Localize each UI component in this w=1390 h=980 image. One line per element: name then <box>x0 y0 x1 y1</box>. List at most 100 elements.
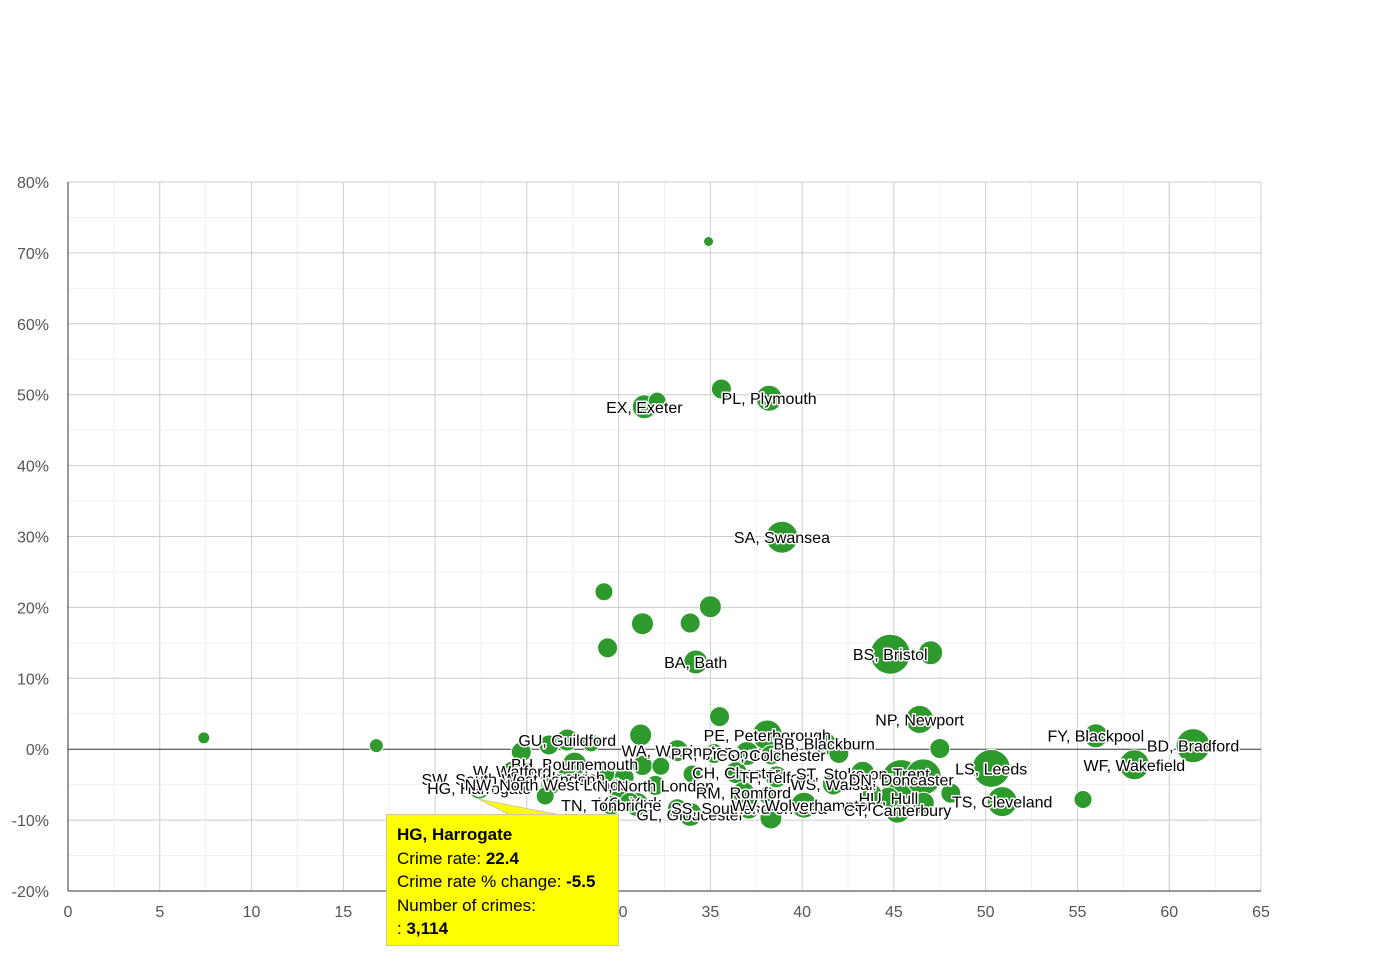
y-tick-label: 20% <box>17 600 49 617</box>
x-tick-label: 55 <box>1069 904 1087 921</box>
x-tick-label: 0 <box>64 904 73 921</box>
bubble-point[interactable] <box>1073 790 1093 810</box>
bubble-point[interactable] <box>971 748 1011 788</box>
point-label: TN, Tonbridge <box>561 798 661 815</box>
bubble-point[interactable] <box>940 782 962 804</box>
point-label: NP, Newport <box>875 712 964 729</box>
bubble-point[interactable] <box>597 637 619 659</box>
point-label: TS, Cleveland <box>952 795 1053 812</box>
y-tick-label: 60% <box>17 317 49 334</box>
bubble-point[interactable] <box>644 774 666 796</box>
bubble-point[interactable] <box>869 633 911 675</box>
bubble-point[interactable] <box>683 649 709 675</box>
point-label: NW, North West London <box>465 778 637 795</box>
bubble-point[interactable] <box>679 612 701 634</box>
bubble-point[interactable] <box>630 612 654 636</box>
bubble-point[interactable] <box>682 764 702 784</box>
bubble-point[interactable] <box>929 737 951 759</box>
point-label: BD, Bradford <box>1147 739 1239 756</box>
point-label: PE, Peterborough <box>704 728 831 745</box>
bubble-point[interactable] <box>471 780 487 796</box>
point-label: ST, Stoke-on-Trent <box>796 766 930 783</box>
bubble-point[interactable] <box>197 731 211 745</box>
y-tick-label: 80% <box>17 175 49 192</box>
x-tick-label: 15 <box>334 904 352 921</box>
x-tick-label: 35 <box>701 904 719 921</box>
point-label: CT, Canterbury <box>844 803 952 820</box>
bubble-point[interactable] <box>510 741 532 763</box>
bubble-point[interactable] <box>666 798 688 820</box>
point-label: TF, Telford <box>739 770 813 787</box>
bubble-point[interactable] <box>709 706 731 728</box>
bubble-point[interactable] <box>368 738 384 754</box>
x-tick-label: 65 <box>1252 904 1270 921</box>
bubble-point[interactable] <box>861 783 883 805</box>
bubble-point[interactable] <box>828 742 850 764</box>
point-label: SA, Swansea <box>734 530 830 547</box>
bubble-point[interactable] <box>710 378 732 400</box>
point-label: CH, Chester <box>692 766 781 783</box>
point-label: EX, Exeter <box>606 400 683 417</box>
point-label: CO, Colchester <box>716 748 826 765</box>
bubble-point[interactable] <box>698 595 722 619</box>
bubble-point[interactable] <box>724 761 748 785</box>
bubble-point[interactable] <box>629 723 653 747</box>
point-label: GL, Gloucester <box>636 807 744 824</box>
bubble-point[interactable] <box>760 744 782 766</box>
x-tick-label: 60 <box>1160 904 1178 921</box>
bubble-point[interactable] <box>757 785 777 805</box>
bubble-point[interactable] <box>596 764 616 784</box>
tooltip: HG, Harrogate Crime rate: 22.4 Crime rat… <box>386 814 619 946</box>
bubble-point[interactable] <box>850 760 876 786</box>
point-label: SS, Southend-on-Sea <box>671 801 827 818</box>
point-label: WF, Wakefield <box>1084 758 1186 775</box>
bubble-point[interactable] <box>918 640 944 666</box>
point-label: W, Watford <box>473 764 552 781</box>
bubble-point[interactable] <box>821 772 845 796</box>
bubble-point[interactable] <box>759 806 783 830</box>
bubble-point[interactable] <box>535 786 555 806</box>
bubble-point[interactable] <box>1118 749 1150 781</box>
bubble-point[interactable] <box>538 734 560 756</box>
point-label: BA, Bath <box>664 655 727 672</box>
bubble-point[interactable] <box>703 236 715 248</box>
bubble-point[interactable] <box>651 756 671 776</box>
point-label: SW, South West London <box>421 772 595 789</box>
y-tick-label: 70% <box>17 246 49 263</box>
bubble-point[interactable] <box>1083 723 1109 749</box>
bubble-point[interactable] <box>790 791 818 819</box>
bubble-point[interactable] <box>986 786 1018 818</box>
bubble-point[interactable] <box>581 733 601 753</box>
bubble-point[interactable] <box>497 768 519 790</box>
bubble-highlight-ring <box>468 777 490 799</box>
point-label: BH, Bournemouth <box>511 757 638 774</box>
grid <box>68 181 1262 891</box>
y-tick-label: 0% <box>26 742 49 759</box>
y-tick-label: 10% <box>17 671 49 688</box>
point-label: RM, Romford <box>696 785 791 802</box>
x-tick-label: 40 <box>793 904 811 921</box>
point-labels: EX, Exeter PL, Plymouth SA, Swansea BA, Bat… <box>420 390 1241 826</box>
point-label: HU, Hull <box>859 791 919 808</box>
tooltip-row-number-of-crimes: Number of crimes: <box>397 895 536 915</box>
bubble-point[interactable] <box>764 765 788 789</box>
point-label: FY, Blackpool <box>1047 729 1144 746</box>
bubble-point[interactable] <box>905 704 935 734</box>
y-tick-label: 50% <box>17 388 49 405</box>
bubble-point[interactable] <box>665 739 689 763</box>
data-points <box>197 236 1211 830</box>
bubble-point[interactable] <box>647 391 667 411</box>
x-tick-label: 10 <box>243 904 261 921</box>
y-tick-label: -10% <box>12 813 49 830</box>
bubble-point[interactable] <box>911 791 935 815</box>
bubble-point[interactable] <box>734 740 760 766</box>
x-tick-label: 50 <box>977 904 995 921</box>
bubble-point[interactable] <box>737 796 761 820</box>
bubble-point[interactable] <box>1175 728 1211 764</box>
bubble-point[interactable] <box>755 384 783 412</box>
bubble-point[interactable] <box>765 520 799 554</box>
point-label: GU, Guildford <box>518 733 616 750</box>
y-tick-label: -20% <box>12 884 49 901</box>
bubble-point[interactable] <box>594 582 614 602</box>
bubble-point[interactable] <box>703 742 725 764</box>
